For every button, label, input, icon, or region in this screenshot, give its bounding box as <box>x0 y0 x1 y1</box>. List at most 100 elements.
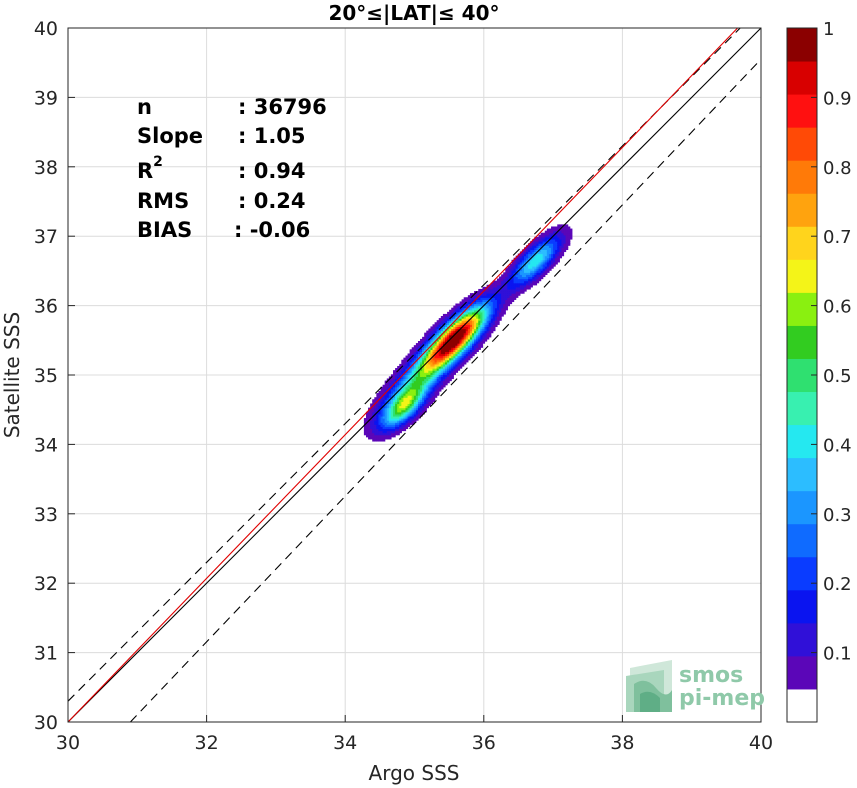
density-cell <box>472 303 475 307</box>
x-tick-label: 30 <box>56 732 80 754</box>
density-cell <box>428 328 432 332</box>
density-cell <box>397 380 400 384</box>
density-cell <box>457 303 461 307</box>
density-cell <box>401 428 405 432</box>
density-cell <box>395 401 398 405</box>
density-cell <box>557 253 560 257</box>
density-cell <box>401 363 405 367</box>
density-cell <box>380 415 384 419</box>
colorbar-tick-label: 0.2 <box>823 574 852 595</box>
density-cell <box>426 395 429 398</box>
density-cell <box>428 332 432 336</box>
density-cell <box>376 415 380 419</box>
density-cell <box>436 374 440 377</box>
density-cell <box>444 359 448 363</box>
density-cell <box>399 382 402 386</box>
density-cell <box>476 328 479 332</box>
density-cell <box>488 303 492 307</box>
density-cell <box>453 368 456 371</box>
density-cell <box>447 343 450 346</box>
density-cell <box>422 365 425 369</box>
density-cell <box>551 261 554 265</box>
density-cell <box>542 272 546 275</box>
density-cell <box>442 336 446 340</box>
density-cell <box>553 234 556 238</box>
density-cell <box>447 320 450 323</box>
density-cell <box>544 257 548 261</box>
density-cell <box>496 295 500 298</box>
density-cell <box>426 343 429 346</box>
density-cell <box>403 374 407 377</box>
density-cell <box>563 245 567 248</box>
density-cell <box>420 351 423 355</box>
density-cell <box>511 268 515 271</box>
reference-lines <box>68 28 761 722</box>
density-cell <box>551 238 554 242</box>
density-cell <box>463 345 467 348</box>
density-cell <box>430 390 434 394</box>
density-cell <box>411 401 415 405</box>
density-cell <box>526 284 529 288</box>
density-cell <box>472 334 475 338</box>
density-cell <box>451 370 454 373</box>
density-cell <box>511 295 515 298</box>
density-cell <box>490 311 494 315</box>
density-cell <box>405 393 409 396</box>
density-cell <box>382 399 386 402</box>
density-cell <box>453 349 456 353</box>
density-cell <box>474 303 477 307</box>
density-cell <box>372 409 375 413</box>
density-cell <box>413 418 417 421</box>
density-cell <box>417 393 421 396</box>
density-cell <box>507 297 511 300</box>
density-cell <box>469 334 473 338</box>
density-cell <box>486 299 490 303</box>
density-cell <box>397 395 400 398</box>
density-cell <box>467 309 471 313</box>
density-cell <box>384 407 388 411</box>
density-cell <box>490 318 494 321</box>
density-cell <box>561 251 565 255</box>
density-cell <box>447 359 450 363</box>
density-cell <box>395 384 398 388</box>
density-cell <box>449 311 452 315</box>
density-cell <box>472 313 475 317</box>
density-cell <box>399 374 402 377</box>
density-cell <box>463 320 467 323</box>
density-cell <box>403 368 407 371</box>
density-cell <box>459 324 463 328</box>
density-cell <box>553 247 556 250</box>
density-cell <box>401 411 405 415</box>
density-cell <box>380 430 384 434</box>
density-cell <box>480 326 484 330</box>
density-cell <box>467 355 471 359</box>
density-cell <box>519 284 523 288</box>
density-cell <box>492 284 496 288</box>
density-cell <box>409 401 413 405</box>
density-cell <box>536 270 540 273</box>
density-cell <box>438 386 442 390</box>
density-cell <box>420 376 423 380</box>
density-cell <box>511 286 515 290</box>
density-cell <box>536 261 540 265</box>
density-cell <box>390 395 394 398</box>
density-cell <box>461 355 465 359</box>
density-cell <box>501 297 504 300</box>
colorbar-segment <box>787 160 817 194</box>
density-cell <box>532 259 535 263</box>
colorbar-segment <box>787 94 817 128</box>
density-cell <box>463 328 467 332</box>
density-cell <box>405 403 409 407</box>
density-cell <box>407 384 411 388</box>
density-cell <box>417 403 421 407</box>
density-cell <box>457 361 461 365</box>
density-cell <box>457 322 461 325</box>
density-cell <box>432 326 436 330</box>
density-cell <box>451 313 454 317</box>
density-cell <box>390 405 394 409</box>
density-cell <box>561 238 565 242</box>
density-cell <box>409 365 413 369</box>
density-cell <box>555 228 558 232</box>
density-cell <box>474 326 477 330</box>
density-cell <box>492 307 496 311</box>
